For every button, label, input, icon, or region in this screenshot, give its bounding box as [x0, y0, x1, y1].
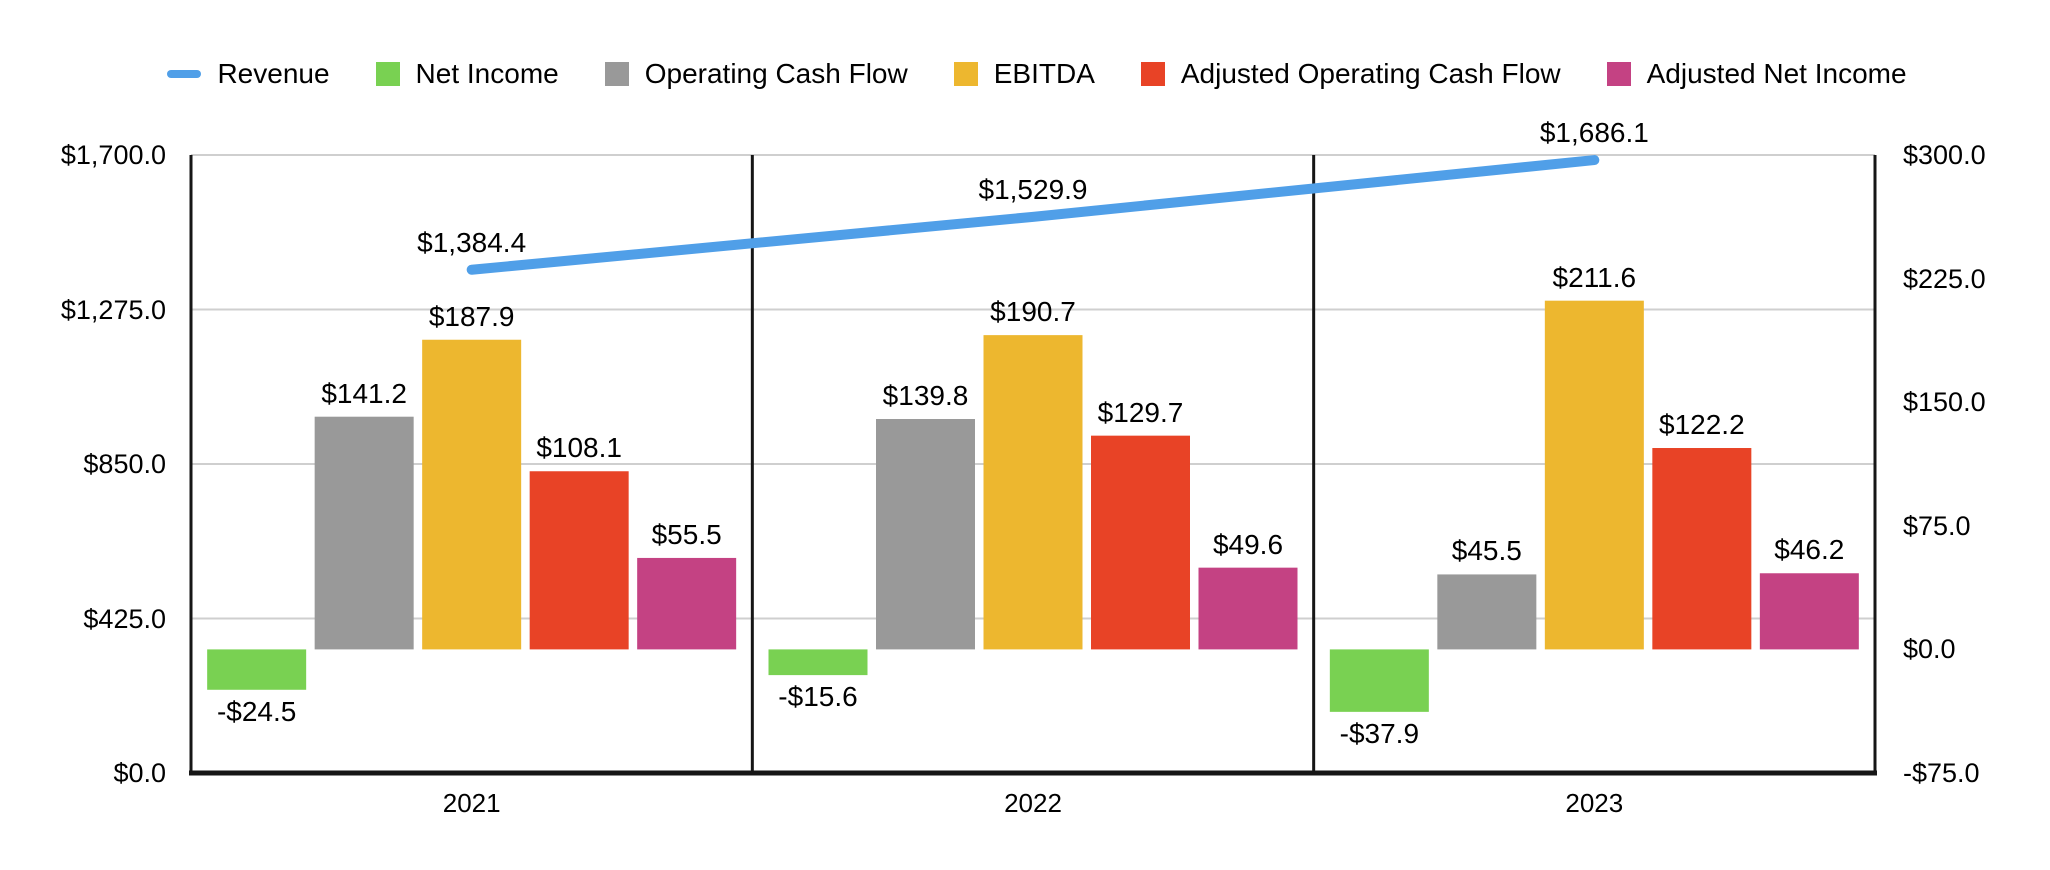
legend-item-adjusted-net-income[interactable]: Adjusted Net Income — [1606, 52, 1907, 96]
data-label-net-income-2023: -$37.9 — [1339, 717, 1420, 749]
bar-operating-cash-flow-2023[interactable] — [1437, 574, 1537, 650]
right-axis-tick--75: -$75.0 — [1903, 758, 1980, 788]
data-label-net-income-2021: -$24.5 — [216, 695, 297, 727]
right-axis-tick-75: $75.0 — [1903, 510, 1971, 541]
bar-ebitda-2023[interactable] — [1544, 300, 1644, 650]
adjusted-operating-cash-flow-swatch-icon — [1140, 62, 1165, 86]
data-label-adjusted-operating-cash-flow-2022: $129.7 — [1097, 396, 1184, 428]
bar-adjusted-operating-cash-flow-2022[interactable] — [1091, 435, 1190, 650]
legend-label: EBITDA — [993, 58, 1095, 89]
data-label-revenue-2023: $1,686.1 — [1539, 117, 1649, 149]
data-label-adjusted-net-income-2022: $49.6 — [1212, 528, 1284, 560]
data-label-ebitda-2022: $190.7 — [990, 296, 1076, 328]
bar-adjusted-net-income-2022[interactable] — [1198, 567, 1298, 650]
legend-label: Adjusted Net Income — [1646, 58, 1907, 89]
right-axis-tick-0: $0.0 — [1903, 634, 1956, 665]
data-label-adjusted-operating-cash-flow-2021: $108.1 — [536, 432, 622, 464]
bar-adjusted-operating-cash-flow-2021[interactable] — [529, 471, 629, 650]
net-income-swatch-icon — [375, 62, 400, 86]
right-axis-tick-300: $300.0 — [1903, 140, 1986, 170]
data-label-operating-cash-flow-2022: $139.8 — [882, 380, 969, 411]
right-axis-tick-225: $225.0 — [1903, 263, 1986, 294]
x-axis-label-2023: 2023 — [1565, 788, 1624, 818]
legend-item-net-income[interactable]: Net Income — [375, 52, 559, 96]
adjusted-net-income-swatch-icon — [1606, 62, 1631, 86]
bar-net-income-2021[interactable] — [207, 649, 307, 690]
data-label-adjusted-net-income-2023: $46.2 — [1774, 534, 1845, 566]
bar-adjusted-net-income-2021[interactable] — [637, 557, 737, 650]
legend-label: Adjusted Operating Cash Flow — [1180, 58, 1561, 89]
bar-adjusted-net-income-2023[interactable] — [1759, 573, 1859, 650]
data-label-net-income-2022: -$15.6 — [778, 681, 858, 713]
legend-label: Net Income — [415, 58, 559, 89]
bar-adjusted-operating-cash-flow-2023[interactable] — [1652, 448, 1752, 650]
data-label-operating-cash-flow-2023: $45.5 — [1451, 535, 1522, 567]
legend-label: Revenue — [217, 58, 330, 89]
left-axis-tick-850: $850.0 — [83, 449, 166, 479]
data-label-operating-cash-flow-2021: $141.2 — [321, 377, 407, 409]
left-axis-tick-1700: $1,700.0 — [60, 140, 166, 170]
legend-item-operating-cash-flow[interactable]: Operating Cash Flow — [604, 52, 908, 96]
chart-legend: Revenue Net Income Operating Cash Flow EBIT… — [12, 52, 2050, 96]
legend-item-ebitda[interactable]: EBITDA — [953, 52, 1095, 96]
left-axis-tick-0: $0.0 — [113, 758, 166, 788]
data-label-revenue-2021: $1,384.4 — [417, 226, 527, 258]
legend-item-revenue[interactable]: Revenue — [167, 52, 330, 96]
ebitda-swatch-icon — [953, 62, 978, 86]
x-axis-label-2022: 2022 — [1004, 788, 1062, 818]
operating-cash-flow-swatch-icon — [604, 62, 629, 86]
bar-net-income-2022[interactable] — [768, 649, 868, 676]
data-label-ebitda-2021: $187.9 — [428, 300, 515, 332]
bar-operating-cash-flow-2022[interactable] — [876, 419, 975, 650]
bar-net-income-2023[interactable] — [1329, 649, 1429, 712]
legend-item-adjusted-operating-cash-flow[interactable]: Adjusted Operating Cash Flow — [1140, 52, 1561, 96]
bar-ebitda-2022[interactable] — [983, 335, 1083, 650]
revenue-swatch-icon — [167, 70, 202, 78]
data-label-adjusted-operating-cash-flow-2023: $122.2 — [1659, 409, 1745, 440]
right-axis-tick-150: $150.0 — [1903, 387, 1986, 418]
data-label-adjusted-net-income-2021: $55.5 — [651, 518, 722, 550]
bar-ebitda-2021[interactable] — [422, 339, 522, 650]
left-axis-tick-425: $425.0 — [83, 603, 166, 634]
revenue-line[interactable] — [466, 155, 1600, 275]
bar-operating-cash-flow-2021[interactable] — [314, 416, 414, 650]
data-label-revenue-2022: $1,529.9 — [978, 173, 1088, 205]
left-axis-tick-1275: $1,275.0 — [60, 294, 166, 325]
legend-label: Operating Cash Flow — [644, 58, 908, 89]
x-axis-label-2021: 2021 — [442, 788, 501, 818]
data-label-ebitda-2023: $211.6 — [1552, 261, 1637, 293]
